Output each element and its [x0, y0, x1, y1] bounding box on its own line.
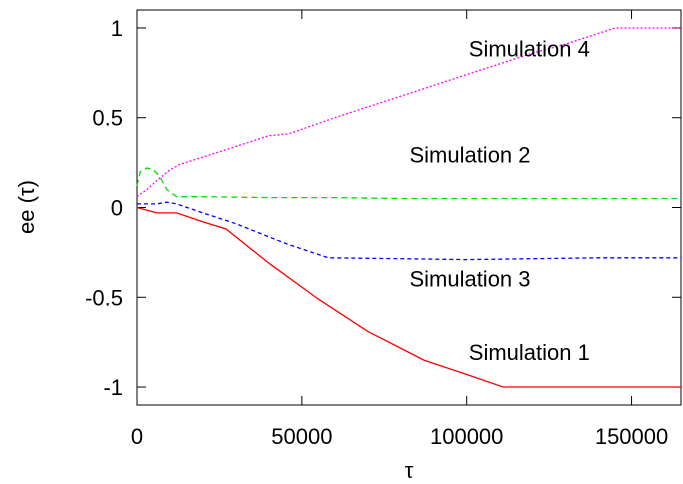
series-line-4 — [136, 27, 681, 198]
series-layer — [136, 27, 681, 388]
series-line-3 — [137, 201, 681, 261]
plot-frame — [136, 9, 682, 406]
x-axis-label: τ — [405, 458, 414, 483]
y-tick-label: -0.5 — [85, 285, 123, 310]
annotation-layer: Simulation 4 Simulation 2 Simulation 3 Simu… — [409, 37, 589, 365]
y-axis-label: ee (τ) — [14, 180, 39, 234]
y-tick-label: 1 — [111, 16, 123, 41]
axis-ticks: 0 50000 100000 150000 -1 -0.5 0 0.5 1 — [85, 10, 681, 449]
x-tick-label: 100000 — [430, 424, 503, 449]
y-tick-label: -1 — [103, 375, 123, 400]
y-tick-label: 0.5 — [92, 106, 123, 131]
x-tick-label: 150000 — [595, 424, 668, 449]
series-line-2 — [136, 167, 681, 200]
series-annotation: Simulation 2 — [409, 143, 530, 168]
x-tick-label: 0 — [131, 424, 143, 449]
series-annotation: Simulation 3 — [409, 267, 530, 292]
series-annotation: Simulation 4 — [469, 37, 590, 62]
series-annotation: Simulation 1 — [469, 340, 590, 365]
x-tick-label: 50000 — [271, 424, 332, 449]
series-line-1 — [136, 206, 681, 388]
y-tick-label: 0 — [111, 196, 123, 221]
